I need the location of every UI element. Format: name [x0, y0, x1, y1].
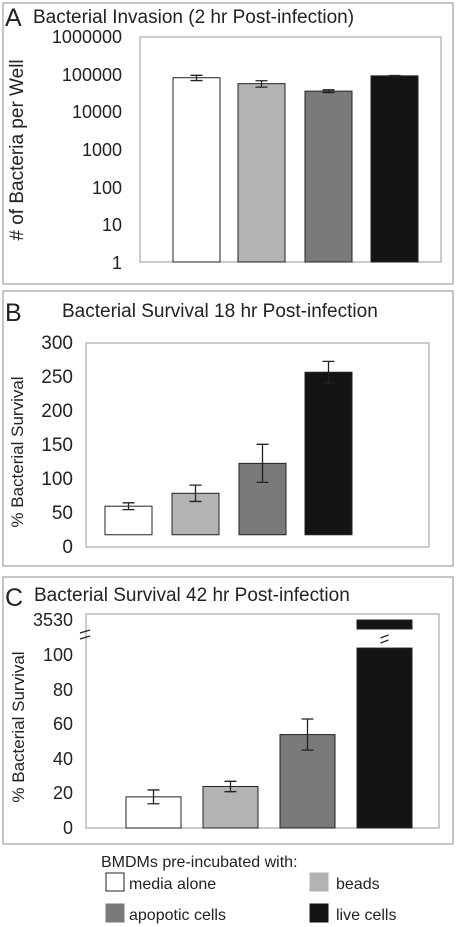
panel-c-error-bar-apopotic-cells: [301, 718, 314, 751]
panel-b-letter: B: [5, 299, 22, 327]
panel-b-title: Bacterial Survival 18 hr Post-infection: [62, 301, 378, 322]
panel-a-bar-live-cells: [370, 75, 419, 263]
panel-a-bars: [172, 74, 419, 263]
legend-swatch-media-alone: [105, 872, 125, 892]
panel-a-ytick: 10: [102, 215, 122, 235]
panel-c-ytick: 40: [53, 749, 73, 769]
legend-title: BMDMs pre-incubated with:: [101, 854, 298, 871]
legend: BMDMs pre-incubated with: media alone be…: [101, 854, 396, 924]
panel-a-ytick: 10000: [72, 102, 122, 122]
panel-b-bar-apopotic-cells: [238, 462, 287, 536]
panel-b-plot-area: [85, 342, 430, 548]
panel-b-error-bar-beads: [189, 484, 202, 503]
panel-c-error-bar-media-alone: [147, 789, 160, 805]
panel-b-error-bar-apopotic-cells: [256, 443, 269, 484]
panel-c-ytick: 3530: [33, 610, 73, 630]
panel-a-ytick: 1000000: [52, 27, 122, 47]
panel-a-bar-beads: [237, 83, 286, 263]
panel-a-letter: A: [5, 4, 22, 32]
panel-a-ytick: 100: [92, 178, 122, 198]
panel-a-error-bar-live-cells: [388, 74, 401, 77]
panel-b-ytick: 150: [41, 435, 73, 456]
panel-c-ytick: 0: [63, 818, 73, 838]
panel-b-ytick: 250: [41, 367, 73, 388]
panel-c: C Bacterial Survival 42 hr Post-infectio…: [2, 576, 454, 845]
panel-b-ytick: 200: [41, 401, 73, 422]
panel-c-ylabel: % Bacterial Survival: [9, 651, 28, 802]
panel-c-ytick: 100: [43, 645, 73, 665]
panel-b-ytick: 300: [41, 333, 73, 354]
legend-swatch-apopotic-cells: [105, 903, 125, 923]
panel-a-plot-area: [139, 36, 442, 263]
legend-label-live-cells: live cells: [336, 907, 396, 924]
panel-a-bar-media-alone: [172, 77, 221, 263]
panel-b-bar-live-cells: [304, 371, 353, 536]
panel-c-title: Bacterial Survival 42 hr Post-infection: [34, 585, 350, 606]
panel-c-axis-break-icon: [79, 629, 91, 640]
panel-a: A Bacterial Invasion (2 hr Post-infectio…: [2, 2, 454, 285]
panel-b-bar-media-alone: [104, 505, 153, 536]
panel-b-ytick: 50: [52, 503, 73, 524]
panel-c-bars: [125, 619, 413, 829]
panel-b-frame: [2, 290, 454, 567]
legend-label-beads: beads: [336, 876, 380, 893]
axis-break-mark: [79, 629, 91, 640]
panel-c-bar-live-cells: [356, 647, 413, 829]
panel-a-error-bar-media-alone: [190, 74, 203, 82]
legend-label-apopotic-cells: apopotic cells: [129, 907, 226, 924]
panel-c-bar-beads: [202, 785, 259, 829]
panel-b-error-bar-live-cells: [322, 360, 335, 384]
panel-a-error-bar-apopotic-cells: [322, 89, 335, 94]
panel-c-yticks: 0 20 40 60 80 100 3530: [33, 610, 73, 838]
legend-swatch-beads: [309, 872, 329, 892]
panel-b-ytick: 0: [62, 537, 73, 558]
legend-swatch-live-cells: [309, 903, 329, 923]
panel-c-bar-break-icon: [380, 634, 389, 644]
panel-a-yticks: 1 10 100 1000 10000 100000 1000000: [52, 27, 122, 273]
panel-a-frame: [2, 2, 454, 285]
panel-c-ytick: 20: [53, 783, 73, 803]
panel-b-bar-beads: [171, 492, 220, 536]
panel-a-ytick: 1: [112, 253, 122, 273]
panel-c-ytick: 60: [53, 714, 73, 734]
panel-a-bar-apopotic-cells: [304, 90, 353, 263]
panel-c-plot-area: [85, 613, 440, 829]
legend-label-media-alone: media alone: [129, 876, 216, 893]
panel-c-error-bar-beads: [224, 780, 237, 793]
panel-a-title: Bacterial Invasion (2 hr Post-infection): [33, 7, 354, 28]
panel-a-ylabel: # of Bacteria per Well: [7, 59, 28, 240]
panel-b-ylabel: % Bacterial Survival: [8, 376, 27, 527]
panel-b-yticks: 0 50 100 150 200 250 300: [41, 333, 73, 558]
panel-c-ytick: 80: [53, 680, 73, 700]
panel-c-letter: C: [5, 584, 23, 612]
panel-b-error-bar-media-alone: [122, 502, 135, 511]
panel-b-ytick: 100: [41, 469, 73, 490]
panel-a-ytick: 1000: [82, 140, 122, 160]
panel-c-frame: [2, 576, 454, 845]
panel-b: B Bacterial Survival 18 hr Post-infectio…: [2, 290, 454, 567]
panel-c-bar-live-cells-top: [356, 619, 413, 630]
panel-b-bars: [104, 360, 353, 536]
panel-a-error-bar-beads: [255, 80, 268, 88]
panel-a-ytick: 100000: [62, 65, 122, 85]
